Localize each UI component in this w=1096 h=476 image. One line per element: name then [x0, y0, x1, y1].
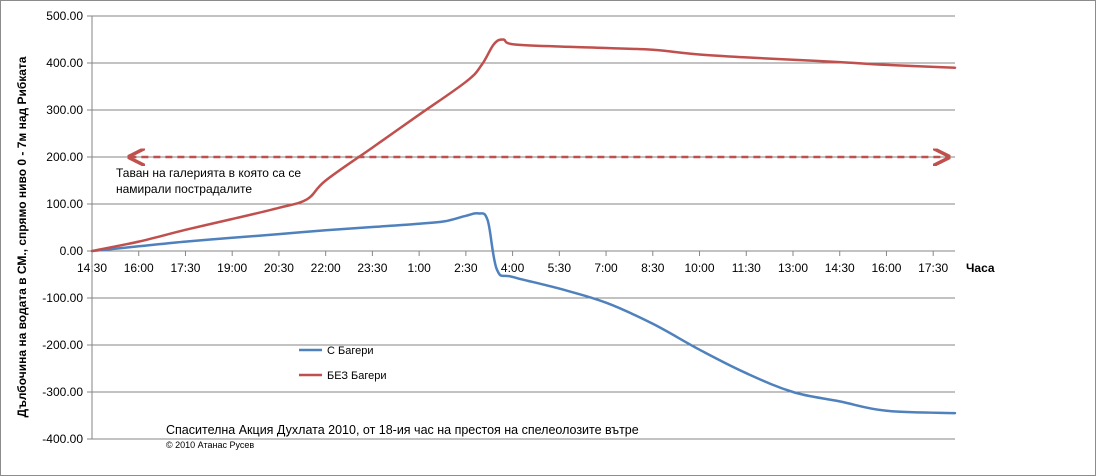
y-tick-label: 500.00: [46, 9, 83, 23]
x-tick-label: 1:00: [407, 261, 431, 275]
y-tick-label: 0.00: [60, 244, 84, 258]
x-tick-label: 14:30: [825, 261, 855, 275]
series-line-2: [90, 38, 957, 253]
series-group: [90, 38, 957, 415]
x-axis-ticks: 14:30 16:00 17:30 19:00 20:30 22:00 23:30 1:00 2…: [77, 251, 949, 275]
x-tick-label: 19:00: [217, 261, 247, 275]
y-axis-ticks: 500.00 400.00 300.00 200.00 100.00 0.00 -100.0…: [42, 9, 92, 446]
chart-annotation: Спасителна Акция Духлата 2010, от 18-ия …: [166, 423, 639, 437]
legend-label-series-2: БЕЗ Багери: [327, 370, 387, 382]
x-tick-label: 16:00: [124, 261, 154, 275]
y-tick-label: 400.00: [46, 56, 83, 70]
y-tick-label: 300.00: [46, 103, 83, 117]
x-tick-label: 4:00: [501, 261, 525, 275]
x-tick-label: 22:00: [311, 261, 341, 275]
x-axis-title: Часа: [966, 261, 995, 275]
x-tick-label: 20:30: [264, 261, 294, 275]
gridlines: [92, 15, 955, 440]
legend: С Багери БЕЗ Багери: [299, 345, 387, 382]
y-tick-label: -400.00: [42, 432, 83, 446]
x-tick-label: 16:00: [871, 261, 901, 275]
y-axis-title: Дълбочина на водата в СМ., спрямо ниво 0…: [15, 56, 29, 417]
x-tick-label: 17:30: [170, 261, 200, 275]
x-tick-label: 17:30: [918, 261, 948, 275]
reference-label-line-2: намирали пострадалите: [116, 182, 252, 196]
y-tick-label: -100.00: [42, 291, 83, 305]
y-tick-label: -200.00: [42, 338, 83, 352]
legend-label-series-1: С Багери: [327, 345, 374, 357]
x-tick-label: 2:30: [454, 261, 478, 275]
y-tick-label: -300.00: [42, 385, 83, 399]
x-tick-label: 23:30: [357, 261, 387, 275]
y-tick-label: 200.00: [46, 150, 83, 164]
y-tick-label: 100.00: [46, 197, 83, 211]
x-tick-label: 5:30: [548, 261, 572, 275]
x-tick-label: 10:00: [685, 261, 715, 275]
x-tick-label: 7:00: [594, 261, 618, 275]
reference-label-line-1: Таван на галерията в която са се: [116, 166, 301, 180]
copyright-note: © 2010 Атанас Русев: [166, 440, 254, 450]
x-tick-label: 11:30: [732, 261, 761, 275]
x-tick-label: 8:30: [641, 261, 665, 275]
x-tick-label: 13:00: [778, 261, 808, 275]
series-line-1: [90, 211, 957, 415]
